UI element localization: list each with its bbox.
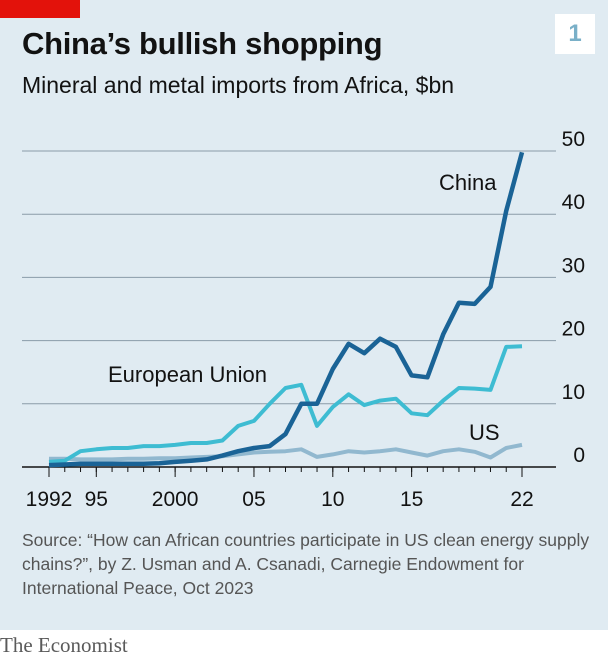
gridlines <box>22 150 556 405</box>
economist-logo-text: The Economist <box>0 633 128 657</box>
source-note: Source: “How can African countries parti… <box>22 530 590 598</box>
series-label-european-union: European Union <box>108 362 267 387</box>
series-label-china: China <box>439 170 497 195</box>
chart-subtitle: Mineral and metal imports from Africa, $… <box>22 72 455 98</box>
x-axis: 1992 95 2000 05 10 15 22 <box>22 466 556 511</box>
y-tick-label-40: 40 <box>562 191 585 214</box>
series-lines <box>48 151 525 468</box>
x-tick-label-2022: 22 <box>510 488 533 511</box>
x-tick-label-1992: 1992 <box>26 488 73 511</box>
x-tick-label-2005: 05 <box>242 488 265 511</box>
series-labels: China European Union US <box>108 170 500 445</box>
chart-panel <box>0 0 608 630</box>
x-tick-label-2010: 10 <box>321 488 344 511</box>
series-line-european-union <box>48 344 523 464</box>
line-chart: 0 10 20 30 40 50 1992 95 2000 05 10 15 22 China Euro… <box>22 128 585 511</box>
y-tick-label-20: 20 <box>562 318 585 341</box>
y-tick-label-50: 50 <box>562 128 585 151</box>
y-tick-label-30: 30 <box>562 254 585 277</box>
chart-title: China’s bullish shopping <box>22 26 383 61</box>
brand-red-tag <box>0 0 80 18</box>
series-line-us <box>49 442 523 462</box>
chart-number-badge: 1 <box>555 14 595 54</box>
x-tick-label-2015: 15 <box>400 488 423 511</box>
series-label-us: US <box>469 420 500 445</box>
x-tick-label-1995: 95 <box>85 488 108 511</box>
y-axis-labels: 0 10 20 30 40 50 <box>562 128 585 467</box>
y-tick-label-10: 10 <box>562 381 585 404</box>
x-tick-label-2000: 2000 <box>152 488 199 511</box>
y-tick-label-0: 0 <box>573 444 585 467</box>
series-line-china <box>48 151 525 468</box>
